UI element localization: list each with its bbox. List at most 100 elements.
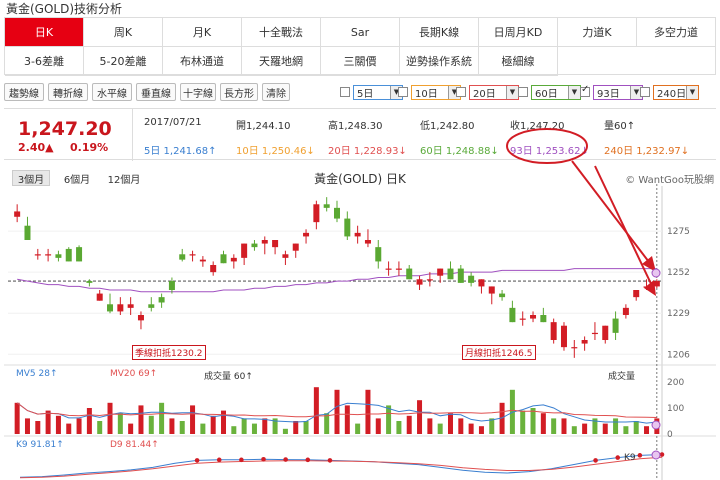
candle <box>55 254 62 258</box>
tab-0[interactable]: 日K <box>5 18 84 47</box>
ma-selector-4[interactable]: 93日▼ <box>580 84 643 100</box>
ma-selector-3[interactable]: 60日 ▼ <box>518 84 581 100</box>
tool-button-6[interactable]: 清除 <box>262 83 290 101</box>
tab-7[interactable]: 力道K <box>558 18 637 47</box>
tab-6[interactable]: 日周月KD <box>479 18 558 47</box>
volume-bar <box>200 423 206 434</box>
volume-bar <box>107 402 113 434</box>
ma-checkbox[interactable] <box>580 84 590 97</box>
volume-marker <box>651 420 661 430</box>
d9-line <box>19 456 663 479</box>
candle <box>199 259 206 262</box>
candle <box>241 243 248 258</box>
ma-checkbox[interactable] <box>340 87 350 97</box>
volume-bar <box>582 423 588 434</box>
tool-button-2[interactable]: 水平線 <box>92 83 132 101</box>
volume-bar <box>303 421 309 434</box>
ma-checkbox[interactable] <box>398 87 408 97</box>
candle <box>86 281 93 283</box>
dropdown-arrow-icon: ▼ <box>506 85 518 99</box>
ma-period-select[interactable]: 60日 ▼ <box>531 84 581 100</box>
candle <box>354 232 361 237</box>
highlight-arrow-head <box>642 256 656 272</box>
tab-9[interactable]: 3-6差離 <box>5 47 84 76</box>
kd-marker <box>651 450 661 460</box>
candle <box>550 322 557 340</box>
range-button-1[interactable]: 6個月 <box>63 174 91 186</box>
ma-period-select[interactable]: 20日 ▼ <box>469 84 519 100</box>
candle <box>127 304 134 308</box>
volume-bar <box>282 428 288 434</box>
tab-12[interactable]: 天羅地網 <box>242 47 321 76</box>
volume-label: 成交量 60↑ <box>204 372 253 382</box>
y-tick-label: 1229 <box>667 309 690 319</box>
kd-overbought-dot <box>283 457 288 462</box>
d9-label: D9 81.44↑ <box>110 440 159 450</box>
candle <box>488 286 495 294</box>
tab-3[interactable]: 十全戰法 <box>242 18 321 47</box>
k9-label: K9 91.81↑ <box>16 440 64 450</box>
highlight-arrow <box>594 165 655 291</box>
tool-button-3[interactable]: 垂直線 <box>136 83 176 101</box>
volume-bar <box>251 423 257 434</box>
volume-bar <box>592 418 598 434</box>
ma-period-select[interactable]: 10日 ▼ <box>411 84 461 100</box>
volume-bar <box>489 418 495 434</box>
candle <box>653 281 660 287</box>
candle <box>591 332 598 335</box>
tab-5[interactable]: 長期K線 <box>400 18 479 47</box>
quote-close: 收1,247.20 <box>510 121 565 132</box>
candle <box>457 268 464 283</box>
volume-bar <box>571 426 577 434</box>
ma-selector-1[interactable]: 10日 ▼ <box>398 84 461 100</box>
ma-checkbox[interactable] <box>640 87 650 97</box>
tab-2[interactable]: 月K <box>163 18 242 47</box>
kd-overbought-dot <box>327 458 333 463</box>
volume-bar <box>272 418 278 434</box>
tool-button-4[interactable]: 十字線 <box>180 83 216 101</box>
volume-bar <box>613 418 619 434</box>
candle <box>622 307 629 315</box>
volume-bar <box>179 421 185 434</box>
candle <box>416 279 423 285</box>
candle <box>292 243 299 251</box>
k9-line <box>19 454 663 478</box>
candle <box>137 315 144 321</box>
tab-8[interactable]: 多空力道 <box>637 18 716 47</box>
tool-button-1[interactable]: 轉折線 <box>48 83 88 101</box>
candle <box>303 232 310 237</box>
ma-selector-5[interactable]: 240日 ▼ <box>640 84 699 100</box>
tab-15[interactable]: 極細線 <box>479 47 558 76</box>
month-line-annotation: 月線扣抵1246.5 <box>462 345 536 360</box>
range-button-2[interactable]: 12個月 <box>107 174 141 186</box>
brand-watermark: © WantGoo玩股網 <box>625 175 714 186</box>
ma60-value: 60日 1,248.88↓ <box>420 146 499 157</box>
tool-button-0[interactable]: 趨勢線 <box>4 83 44 101</box>
candle <box>76 247 83 262</box>
ma-period-select[interactable]: 93日 ▼ <box>593 84 643 100</box>
volume-bar <box>221 410 227 434</box>
tab-14[interactable]: 逆勢操作系統 <box>400 47 479 76</box>
tab-11[interactable]: 布林通道 <box>163 47 242 76</box>
ma-selector-2[interactable]: 20日 ▼ <box>456 84 519 100</box>
tab-1[interactable]: 周K <box>84 18 163 47</box>
range-button-0[interactable]: 3個月 <box>12 170 50 186</box>
volume-tick-label: 0 <box>667 430 673 440</box>
ma-checkbox[interactable] <box>518 87 528 97</box>
volume-bar <box>355 423 361 434</box>
candle <box>633 290 640 298</box>
tab-13[interactable]: 三關價 <box>321 47 400 76</box>
dropdown-arrow-icon: ▼ <box>686 85 698 99</box>
tab-10[interactable]: 5-20差離 <box>84 47 163 76</box>
volume-bar <box>293 421 299 434</box>
ma-period-select[interactable]: 240日 ▼ <box>653 84 699 100</box>
ma-checkbox[interactable] <box>456 87 466 97</box>
ma93-value: 93日 1,253.62↓ <box>510 146 589 157</box>
volume-bar <box>76 418 82 434</box>
chart-title: 黃金(GOLD) 日K <box>314 172 406 186</box>
candle <box>65 248 72 262</box>
tab-4[interactable]: Sar <box>321 18 400 47</box>
tool-button-5[interactable]: 長方形 <box>220 83 258 101</box>
candle <box>426 279 433 281</box>
